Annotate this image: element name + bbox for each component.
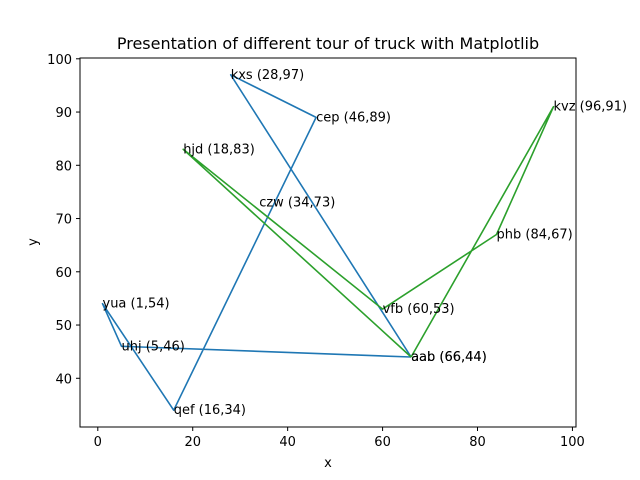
y-tick-label: 40 [55, 372, 72, 387]
tour-route-2 [182, 105, 555, 358]
point-label: kvz (96,91) [554, 100, 628, 115]
point-label: uhj (5,46) [122, 339, 185, 354]
x-tick-label: 80 [469, 435, 486, 450]
tour-route-1 [101, 74, 412, 412]
point-label: vfb (60,53) [383, 302, 455, 317]
y-tick-label: 80 [55, 159, 72, 174]
x-tick-label: 60 [374, 435, 391, 450]
point-label: yua (1,54) [103, 297, 170, 312]
x-axis-label: x [324, 456, 332, 471]
point-label: aab (66,44) [411, 350, 487, 365]
x-tick-label: 0 [94, 435, 102, 450]
tour-lines [101, 74, 555, 412]
point-label: aab (66,44) [411, 350, 487, 365]
x-tick-label: 20 [184, 435, 201, 450]
point-label: czw (34,73) [259, 196, 335, 211]
y-tick-label: 100 [47, 53, 72, 68]
x-tick-label: 40 [279, 435, 296, 450]
point-labels: kxs (28,97) cep (46,89) kvz (96,91) hjd (18… [103, 68, 628, 418]
point-label: phb (84,67) [497, 228, 573, 243]
y-tick-label: 90 [55, 106, 72, 121]
point-label: cep (46,89) [316, 110, 391, 125]
chart-title: Presentation of different tour of truck … [117, 34, 539, 53]
y-axis-label: y [26, 238, 41, 246]
y-tick-label: 50 [55, 319, 72, 334]
plot-frame [79, 57, 577, 428]
point-label: qef (16,34) [174, 403, 246, 418]
y-tick-label: 70 [55, 213, 72, 228]
x-tick-label: 100 [560, 435, 585, 450]
y-axis-ticks: 40 50 60 70 80 90 100 [47, 53, 80, 387]
y-tick-label: 60 [55, 266, 72, 281]
point-label: hjd (18,83) [183, 142, 255, 157]
x-axis-ticks: 0 20 40 60 80 100 [94, 427, 585, 450]
point-label: kxs (28,97) [231, 68, 305, 83]
